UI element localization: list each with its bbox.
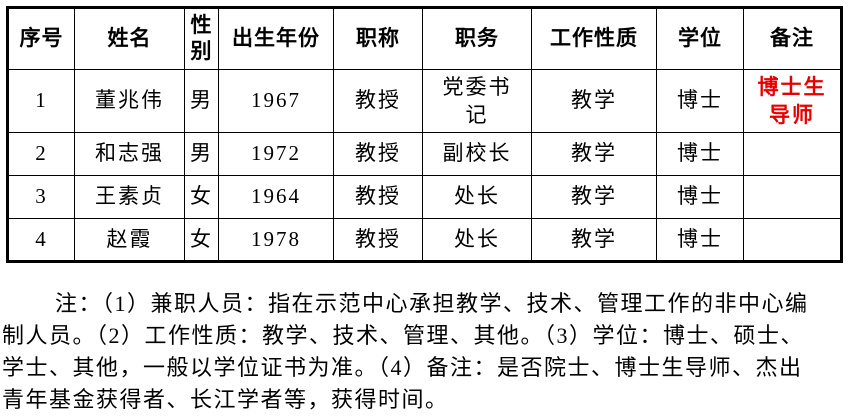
cell-gender: 女 — [184, 175, 219, 219]
cell-name: 董兆伟 — [74, 69, 185, 133]
cell-birth-year: 1972 — [218, 132, 334, 176]
header-remarks: 备注 — [743, 7, 842, 70]
header-professional-title: 职称 — [333, 7, 423, 70]
cell-position: 党委书记 — [422, 69, 532, 133]
cell-gender: 男 — [184, 132, 219, 176]
cell-professional-title: 教授 — [333, 218, 423, 262]
cell-name: 和志强 — [74, 132, 185, 176]
header-work-nature: 工作性质 — [531, 7, 657, 70]
cell-work-nature: 教学 — [531, 69, 657, 133]
cell-degree: 博士 — [656, 218, 744, 262]
cell-gender: 女 — [184, 218, 219, 262]
cell-remarks — [743, 132, 842, 176]
cell-remarks-text: 博士生导师 — [757, 74, 827, 127]
cell-gender: 男 — [184, 69, 219, 133]
cell-degree: 博士 — [656, 132, 744, 176]
footnote-line: 学士、其他，一般以学位证书为准。（4）备注：是否院士、博士生导师、杰出 — [2, 355, 803, 380]
cell-birth-year: 1978 — [218, 218, 334, 262]
cell-position: 处长 — [422, 175, 532, 219]
cell-degree: 博士 — [656, 175, 744, 219]
cell-serial-number: 3 — [7, 175, 75, 219]
cell-professional-title: 教授 — [333, 69, 423, 133]
cell-birth-year: 1967 — [218, 69, 334, 133]
table-row: 2 和志强 男 1972 教授 副校长 教学 博士 — [7, 132, 842, 176]
cell-professional-title: 教授 — [333, 132, 423, 176]
cell-serial-number: 2 — [7, 132, 75, 176]
cell-serial-number: 1 — [7, 69, 75, 133]
cell-position: 处长 — [422, 218, 532, 262]
cell-position: 副校长 — [422, 132, 532, 176]
header-position: 职务 — [422, 7, 532, 70]
table-row: 1 董兆伟 男 1967 教授 党委书记 教学 博士 博士生导师 — [7, 69, 842, 133]
footnote-line: 注：（1）兼职人员：指在示范中心承担教学、技术、管理工作的非中心编 — [55, 291, 809, 316]
cell-remarks — [743, 175, 842, 219]
header-birth-year: 出生年份 — [218, 7, 334, 70]
cell-work-nature: 教学 — [531, 175, 657, 219]
cell-work-nature: 教学 — [531, 218, 657, 262]
header-gender: 性别 — [184, 7, 219, 70]
personnel-table: 序号 姓名 性别 出生年份 职称 职务 工作性质 学位 备注 1 董兆伟 男 1… — [6, 6, 843, 263]
cell-name: 王素贞 — [74, 175, 185, 219]
cell-degree: 博士 — [656, 69, 744, 133]
cell-serial-number: 4 — [7, 218, 75, 262]
footnote-line: 制人员。（2）工作性质：教学、技术、管理、其他。（3）学位：博士、硕士、 — [2, 323, 805, 348]
cell-remarks — [743, 218, 842, 262]
cell-name: 赵霞 — [74, 218, 185, 262]
cell-birth-year: 1964 — [218, 175, 334, 219]
table-row: 3 王素贞 女 1964 教授 处长 教学 博士 — [7, 175, 842, 219]
footnote-line: 青年基金获得者、长江学者等，获得时间。 — [2, 387, 449, 412]
cell-position-text: 党委书记 — [442, 74, 512, 127]
header-name: 姓名 — [74, 7, 185, 70]
footnote: 注：（1）兼职人员：指在示范中心承担教学、技术、管理工作的非中心编 制人员。（2… — [2, 288, 846, 416]
header-degree: 学位 — [656, 7, 744, 70]
table-row: 4 赵霞 女 1978 教授 处长 教学 博士 — [7, 218, 842, 262]
cell-work-nature: 教学 — [531, 132, 657, 176]
cell-professional-title: 教授 — [333, 175, 423, 219]
cell-remarks: 博士生导师 — [743, 69, 842, 133]
table-header-row: 序号 姓名 性别 出生年份 职称 职务 工作性质 学位 备注 — [7, 7, 842, 70]
header-serial-number: 序号 — [7, 7, 75, 70]
